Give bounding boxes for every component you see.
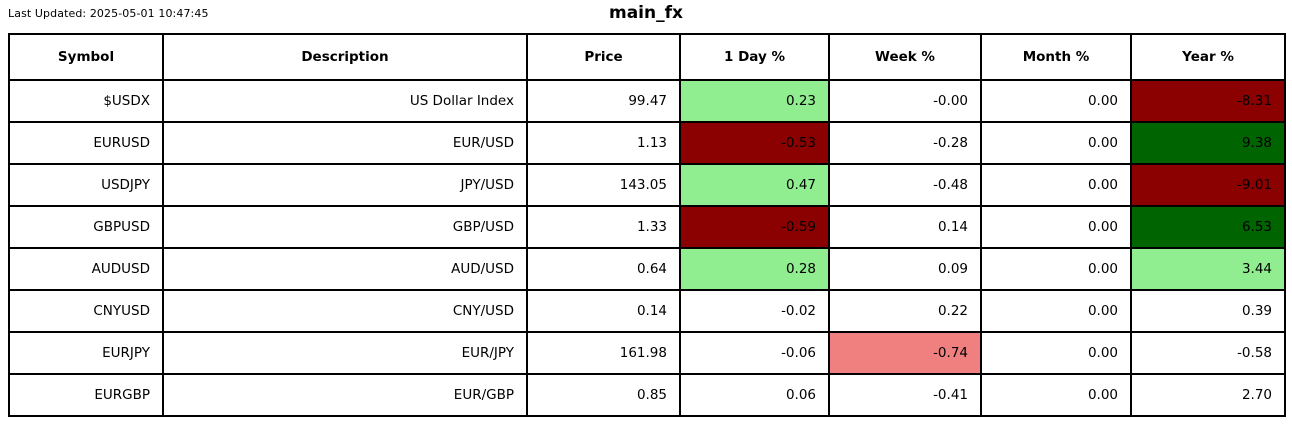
- cell-price: 0.85: [526, 373, 681, 417]
- column-header-month: Month %: [980, 33, 1132, 81]
- cell-price: 1.13: [526, 121, 681, 165]
- table-row: AUDUSD AUD/USD 0.64 0.28 0.09 0.00 3.44: [8, 247, 1286, 291]
- table-row: GBPUSD GBP/USD 1.33 -0.59 0.14 0.00 6.53: [8, 205, 1286, 249]
- cell-description: AUD/USD: [162, 247, 528, 291]
- cell-symbol: EURJPY: [8, 331, 164, 375]
- table-body: $USDX US Dollar Index 99.47 0.23 -0.00 0.00 -8…: [8, 79, 1286, 417]
- cell-day: -0.02: [679, 289, 830, 333]
- table-row: $USDX US Dollar Index 99.47 0.23 -0.00 0.00 -8…: [8, 79, 1286, 123]
- cell-month: 0.00: [980, 205, 1132, 249]
- table-row: EURGBP EUR/GBP 0.85 0.06 -0.41 0.00 2.70: [8, 373, 1286, 417]
- cell-price: 0.64: [526, 247, 681, 291]
- cell-day: 0.28: [679, 247, 830, 291]
- column-header-day: 1 Day %: [679, 33, 830, 81]
- table-row: USDJPY JPY/USD 143.05 0.47 -0.48 0.00 -9.01: [8, 163, 1286, 207]
- cell-description: CNY/USD: [162, 289, 528, 333]
- cell-year: -8.31: [1130, 79, 1286, 123]
- cell-year: 2.70: [1130, 373, 1286, 417]
- column-header-symbol: Symbol: [8, 33, 164, 81]
- cell-year: 6.53: [1130, 205, 1286, 249]
- cell-price: 0.14: [526, 289, 681, 333]
- last-updated-timestamp: Last Updated: 2025-05-01 10:47:45: [8, 7, 209, 20]
- table-row: EURUSD EUR/USD 1.13 -0.53 -0.28 0.00 9.38: [8, 121, 1286, 165]
- cell-month: 0.00: [980, 121, 1132, 165]
- cell-symbol: CNYUSD: [8, 289, 164, 333]
- cell-day: -0.06: [679, 331, 830, 375]
- cell-month: 0.00: [980, 79, 1132, 123]
- cell-year: -9.01: [1130, 163, 1286, 207]
- cell-price: 1.33: [526, 205, 681, 249]
- cell-year: -0.58: [1130, 331, 1286, 375]
- cell-description: JPY/USD: [162, 163, 528, 207]
- cell-symbol: AUDUSD: [8, 247, 164, 291]
- cell-week: 0.14: [828, 205, 982, 249]
- cell-week: -0.41: [828, 373, 982, 417]
- cell-symbol: USDJPY: [8, 163, 164, 207]
- cell-symbol: GBPUSD: [8, 205, 164, 249]
- table-header: Symbol Description Price 1 Day % Week % Month…: [8, 33, 1286, 81]
- cell-day: 0.23: [679, 79, 830, 123]
- cell-price: 161.98: [526, 331, 681, 375]
- cell-day: -0.53: [679, 121, 830, 165]
- cell-symbol: EURGBP: [8, 373, 164, 417]
- cell-description: GBP/USD: [162, 205, 528, 249]
- cell-symbol: EURUSD: [8, 121, 164, 165]
- cell-week: -0.74: [828, 331, 982, 375]
- column-header-price: Price: [526, 33, 681, 81]
- cell-year: 0.39: [1130, 289, 1286, 333]
- cell-description: EUR/JPY: [162, 331, 528, 375]
- cell-description: EUR/USD: [162, 121, 528, 165]
- column-header-year: Year %: [1130, 33, 1286, 81]
- page-title: main_fx: [609, 3, 683, 23]
- cell-year: 9.38: [1130, 121, 1286, 165]
- cell-month: 0.00: [980, 163, 1132, 207]
- fx-quotes-table: Symbol Description Price 1 Day % Week % Month…: [8, 33, 1286, 417]
- cell-day: -0.59: [679, 205, 830, 249]
- cell-month: 0.00: [980, 331, 1132, 375]
- cell-symbol: $USDX: [8, 79, 164, 123]
- cell-day: 0.47: [679, 163, 830, 207]
- cell-week: 0.22: [828, 289, 982, 333]
- cell-week: -0.00: [828, 79, 982, 123]
- cell-price: 143.05: [526, 163, 681, 207]
- cell-week: -0.48: [828, 163, 982, 207]
- cell-month: 0.00: [980, 247, 1132, 291]
- cell-month: 0.00: [980, 373, 1132, 417]
- cell-week: 0.09: [828, 247, 982, 291]
- cell-description: US Dollar Index: [162, 79, 528, 123]
- cell-month: 0.00: [980, 289, 1132, 333]
- cell-description: EUR/GBP: [162, 373, 528, 417]
- table-row: EURJPY EUR/JPY 161.98 -0.06 -0.74 0.00 -0.58: [8, 331, 1286, 375]
- cell-price: 99.47: [526, 79, 681, 123]
- cell-day: 0.06: [679, 373, 830, 417]
- report-topbar: Last Updated: 2025-05-01 10:47:45 main_f…: [0, 0, 1292, 33]
- table-row: CNYUSD CNY/USD 0.14 -0.02 0.22 0.00 0.39: [8, 289, 1286, 333]
- table-header-row: Symbol Description Price 1 Day % Week % Month…: [8, 33, 1286, 81]
- cell-year: 3.44: [1130, 247, 1286, 291]
- column-header-description: Description: [162, 33, 528, 81]
- column-header-week: Week %: [828, 33, 982, 81]
- cell-week: -0.28: [828, 121, 982, 165]
